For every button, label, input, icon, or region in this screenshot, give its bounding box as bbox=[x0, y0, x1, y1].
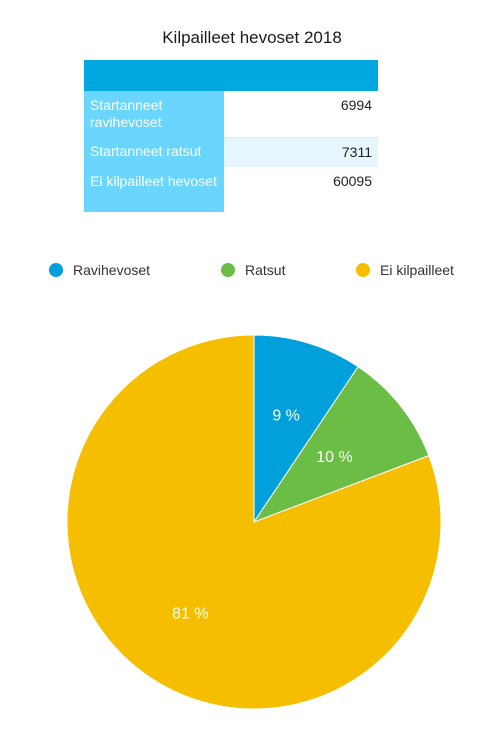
row-label: Startanneet ratsut bbox=[84, 137, 224, 167]
legend-label: Ratsut bbox=[245, 262, 286, 278]
row-label: Startanneet ravihevoset bbox=[84, 91, 224, 137]
legend-item-ei-kilpailleet[interactable]: Ei kilpailleet bbox=[356, 262, 454, 278]
chart-title: Kilpailleet hevoset 2018 bbox=[162, 28, 342, 47]
row-value: 60095 bbox=[333, 173, 372, 189]
chart-legend: Ravihevoset Ratsut Ei kilpailleet bbox=[0, 262, 504, 280]
legend-item-ratsut[interactable]: Ratsut bbox=[221, 262, 285, 278]
legend-item-ravihevoset[interactable]: Ravihevoset bbox=[49, 262, 150, 278]
legend-swatch bbox=[356, 263, 370, 277]
slice-data-label: 81 % bbox=[172, 606, 208, 623]
slice-data-label: 10 % bbox=[316, 449, 352, 466]
table-row: Startanneet ratsut 7311 bbox=[84, 137, 378, 167]
row-value: 6994 bbox=[340, 97, 372, 113]
legend-label: Ravihevoset bbox=[73, 262, 151, 278]
legend-swatch bbox=[221, 263, 235, 277]
row-label: Ei kilpailleet hevoset bbox=[84, 167, 224, 212]
slice-data-label: 9 % bbox=[272, 408, 300, 425]
table-row: Ei kilpailleet hevoset 60095 bbox=[84, 167, 378, 212]
pie-chart: 9 % 10 % 81 % bbox=[66, 334, 442, 710]
legend-label: Ei kilpailleet bbox=[380, 262, 454, 278]
legend-swatch bbox=[49, 263, 63, 277]
row-value: 7311 bbox=[224, 137, 378, 167]
table-row: Startanneet ravihevoset 6994 bbox=[84, 91, 378, 137]
slice-ravihevoset[interactable] bbox=[253, 334, 359, 524]
slice-ei-kilpailleet[interactable] bbox=[66, 334, 442, 710]
table-header bbox=[84, 60, 378, 91]
data-table: Startanneet ravihevoset 6994 Startanneet… bbox=[84, 60, 378, 212]
slice-ratsut[interactable] bbox=[252, 365, 430, 524]
